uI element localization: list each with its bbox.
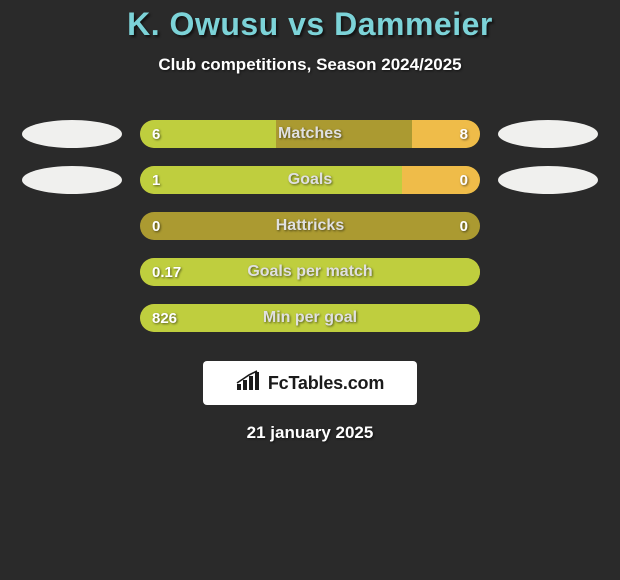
right-spacer: [498, 212, 598, 240]
right-oval: [498, 166, 598, 194]
bar-label: Matches: [140, 120, 480, 148]
stat-row: 1 Goals 0: [0, 157, 620, 203]
stat-row: 0.17 Goals per match: [0, 249, 620, 295]
stat-row: 6 Matches 8: [0, 111, 620, 157]
bar-track: 0.17 Goals per match: [140, 258, 480, 286]
stat-row: 0 Hattricks 0: [0, 203, 620, 249]
left-oval: [22, 120, 122, 148]
bar-value-right: 0: [460, 212, 468, 240]
bar-track: 0 Hattricks 0: [140, 212, 480, 240]
right-oval: [498, 120, 598, 148]
page-title: K. Owusu vs Dammeier: [0, 6, 620, 43]
bar-value-right: 8: [460, 120, 468, 148]
bar-track: 1 Goals 0: [140, 166, 480, 194]
bar-track: 826 Min per goal: [140, 304, 480, 332]
stat-rows: 6 Matches 8 1 Goals 0 0 Hattri: [0, 111, 620, 341]
bar-label: Hattricks: [140, 212, 480, 240]
bar-value-right: 0: [460, 166, 468, 194]
left-oval: [22, 166, 122, 194]
logo-box: FcTables.com: [203, 361, 417, 405]
logo-text: FcTables.com: [268, 373, 384, 394]
bar-label: Goals per match: [140, 258, 480, 286]
left-spacer: [22, 258, 122, 286]
stat-row: 826 Min per goal: [0, 295, 620, 341]
left-spacer: [22, 304, 122, 332]
right-spacer: [498, 258, 598, 286]
comparison-card: K. Owusu vs Dammeier Club competitions, …: [0, 0, 620, 580]
bar-label: Min per goal: [140, 304, 480, 332]
date-text: 21 january 2025: [0, 423, 620, 443]
bar-track: 6 Matches 8: [140, 120, 480, 148]
subtitle: Club competitions, Season 2024/2025: [0, 55, 620, 75]
right-spacer: [498, 304, 598, 332]
bar-label: Goals: [140, 166, 480, 194]
left-spacer: [22, 212, 122, 240]
bar-chart-icon: [236, 370, 264, 397]
